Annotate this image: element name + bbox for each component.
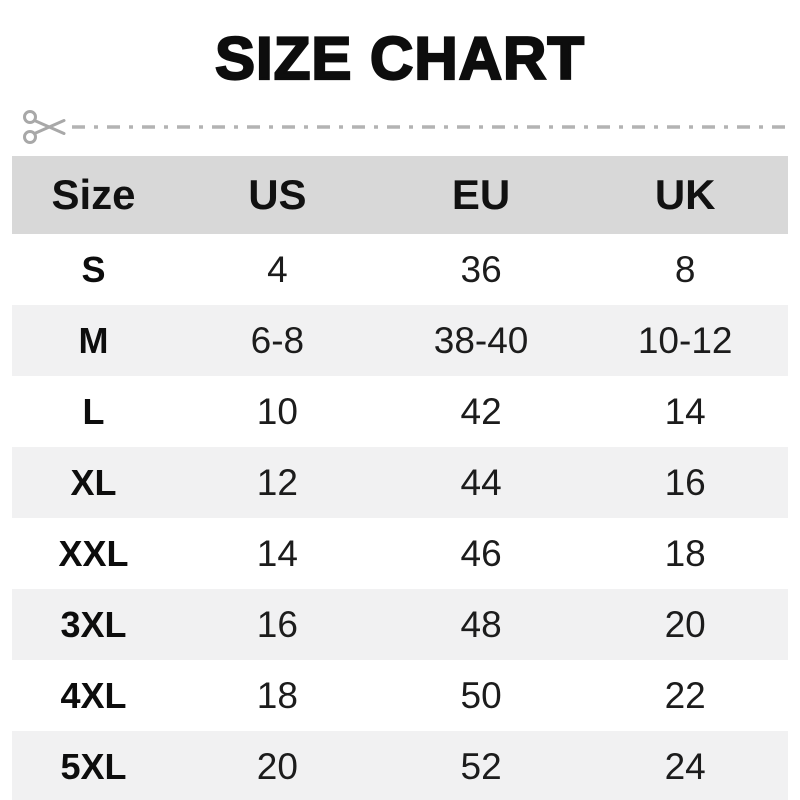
us-value: 18 bbox=[256, 674, 298, 716]
size-label: XL bbox=[70, 461, 117, 503]
size-label: XXL bbox=[58, 532, 129, 574]
table-row-3xl: 3XL 16 48 20 bbox=[12, 589, 788, 660]
cut-line-divider bbox=[22, 106, 786, 148]
header-size: Size bbox=[12, 156, 175, 234]
uk-value: 14 bbox=[664, 390, 706, 432]
uk-value: 10-12 bbox=[637, 319, 733, 361]
eu-value: 52 bbox=[460, 745, 502, 787]
uk-value: 8 bbox=[674, 248, 696, 290]
eu-value: 48 bbox=[460, 603, 502, 645]
eu-value: 44 bbox=[460, 461, 502, 503]
table-row-4xl: 4XL 18 50 22 bbox=[12, 660, 788, 731]
table-header-row: Size US EU UK bbox=[12, 156, 788, 234]
uk-value: 22 bbox=[664, 674, 706, 716]
us-value: 10 bbox=[256, 390, 298, 432]
table-row-s: S 4 36 8 bbox=[12, 234, 788, 305]
us-value: 12 bbox=[256, 461, 298, 503]
table-row-5xl: 5XL 20 52 24 bbox=[12, 731, 788, 800]
uk-value: 20 bbox=[664, 603, 706, 645]
us-value: 16 bbox=[256, 603, 298, 645]
size-label: 4XL bbox=[60, 674, 127, 716]
us-value: 6-8 bbox=[250, 319, 305, 361]
eu-value: 46 bbox=[460, 532, 502, 574]
header-eu: EU bbox=[379, 156, 583, 234]
table-row-m: M 6-8 38-40 10-12 bbox=[12, 305, 788, 376]
size-label: L bbox=[82, 390, 105, 432]
us-value: 14 bbox=[256, 532, 298, 574]
us-value: 4 bbox=[267, 248, 288, 290]
eu-value: 36 bbox=[460, 248, 502, 290]
size-label: 5XL bbox=[60, 745, 127, 787]
size-label: 3XL bbox=[60, 603, 127, 645]
size-chart-table: Size US EU UK S 4 36 8 M 6-8 38-40 10-12… bbox=[12, 156, 788, 800]
eu-value: 38-40 bbox=[433, 319, 529, 361]
page-title: SIZE CHART bbox=[214, 24, 585, 93]
uk-value: 18 bbox=[664, 532, 706, 574]
table-row-xxl: XXL 14 46 18 bbox=[12, 518, 788, 589]
table-row-l: L 10 42 14 bbox=[12, 376, 788, 447]
eu-value: 50 bbox=[460, 674, 502, 716]
header-uk: UK bbox=[582, 156, 788, 234]
uk-value: 16 bbox=[664, 461, 706, 503]
dashed-cut-line bbox=[72, 124, 786, 130]
uk-value: 24 bbox=[664, 745, 706, 787]
size-label: M bbox=[78, 319, 109, 361]
eu-value: 42 bbox=[460, 390, 502, 432]
us-value: 20 bbox=[256, 745, 298, 787]
header-us: US bbox=[174, 156, 380, 234]
table-row-xl: XL 12 44 16 bbox=[12, 447, 788, 518]
size-label: S bbox=[81, 248, 106, 290]
scissors-icon bbox=[22, 107, 68, 147]
